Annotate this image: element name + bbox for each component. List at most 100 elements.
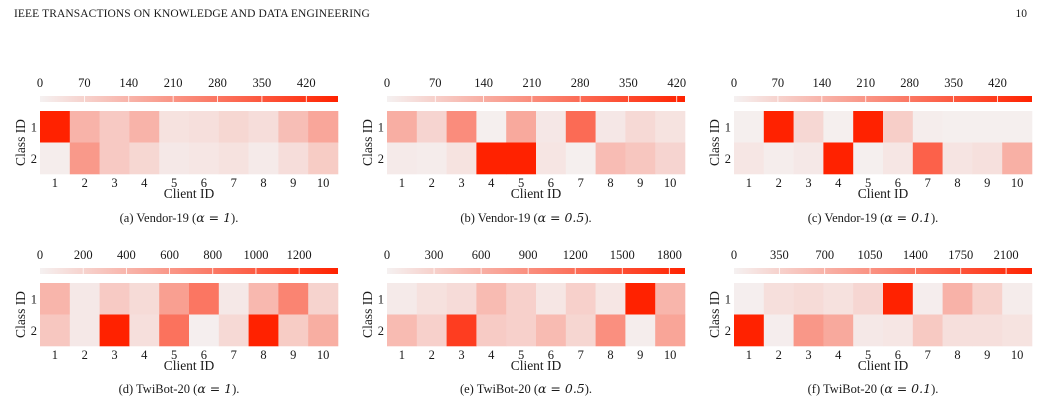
caption-alpha: α = 0.5 [537, 210, 585, 225]
caption-label: (a) Vendor-19 ( [119, 211, 197, 225]
heatmap-cell [416, 111, 447, 143]
heatmap-cell [387, 314, 418, 347]
heatmap-cell [942, 283, 973, 315]
heatmap-cell [1002, 314, 1033, 347]
colorbar-tick-label: 280 [900, 76, 919, 90]
heatmap-cell [189, 283, 220, 315]
x-tick-label: 10 [317, 176, 330, 190]
heatmap-panel-f: 0 350 700 1050 1400 1750 2100 1 2 Class ID 1 2 3 4 5 6 7… [707, 240, 1038, 375]
x-tick-label: 5 [865, 176, 871, 190]
x-tick-label: 5 [518, 176, 524, 190]
x-axis-label: Client ID [511, 186, 562, 201]
caption-alpha: α = 1 [196, 210, 232, 225]
heatmap-cell [1002, 142, 1033, 175]
caption-label: (d) TwiBot-20 ( [118, 382, 198, 396]
x-tick-label: 8 [954, 348, 960, 362]
y-axis-label: Class ID [13, 291, 28, 338]
x-tick-label: 1 [399, 348, 405, 362]
heatmap-cell [536, 142, 567, 175]
heatmap-cell [734, 314, 765, 347]
heatmap-cell [278, 283, 309, 315]
heatmap-cell [248, 111, 279, 143]
heatmap-cell [853, 283, 884, 315]
heatmap-cell [446, 111, 477, 143]
colorbar-tick-label: 1500 [610, 248, 635, 262]
heatmap-cell [308, 111, 339, 143]
colorbar-tick-label: 0 [37, 76, 43, 90]
colorbar-tick-label: 0 [731, 248, 737, 262]
heatmap-cell [99, 111, 130, 143]
heatmap-cell [823, 111, 854, 143]
heatmap-cell [506, 142, 537, 175]
x-tick-label: 9 [637, 176, 643, 190]
heatmap-cell [823, 283, 854, 315]
colorbar-tick-label: 0 [384, 248, 390, 262]
x-tick-label: 4 [488, 348, 495, 362]
caption-label: (e) TwiBot-20 ( [459, 382, 538, 396]
caption-label: (f) TwiBot-20 ( [807, 382, 885, 396]
colorbar-tick-label: 420 [297, 76, 316, 90]
x-tick-label: 8 [260, 348, 266, 362]
heatmap-cell [69, 142, 100, 175]
heatmap-cell [655, 314, 686, 347]
x-tick-label: 1 [746, 348, 752, 362]
x-tick-label: 9 [290, 176, 296, 190]
colorbar-tick-label: 900 [519, 248, 538, 262]
y-axis-label: Class ID [13, 119, 28, 166]
caption-end: ). [232, 382, 240, 396]
x-tick-label: 8 [607, 176, 613, 190]
heatmap-cell [853, 142, 884, 175]
heatmap-cell [69, 283, 100, 315]
x-axis-label: Client ID [164, 186, 215, 201]
subfigure-caption: (c) Vendor-19 (α = 0.1). [708, 210, 1038, 226]
colorbar-tick-label: 350 [944, 76, 963, 90]
heatmap-cell [278, 314, 309, 347]
heatmap-cell [308, 283, 339, 315]
colorbar-tick-label: 420 [667, 76, 686, 90]
y-axis-label: Class ID [360, 291, 375, 338]
heatmap-cell [734, 283, 765, 315]
heatmap-cell [565, 314, 596, 347]
x-tick-label: 7 [231, 348, 237, 362]
colorbar-tick-label: 0 [37, 248, 43, 262]
x-tick-label: 6 [548, 348, 554, 362]
heatmap-cell [278, 142, 309, 175]
subfigure-caption: (e) TwiBot-20 (α = 0.5). [361, 381, 691, 397]
heatmap-cell [248, 283, 279, 315]
heatmap-cell [506, 314, 537, 347]
heatmap-cell [565, 283, 596, 315]
x-tick-label: 7 [578, 176, 584, 190]
y-tick-label: 1 [378, 120, 384, 134]
x-tick-label: 5 [865, 348, 871, 362]
x-tick-label: 3 [458, 348, 464, 362]
colorbar-tick-label: 350 [619, 76, 638, 90]
heatmap-panel-c: 0 70 140 210 280 350 420 1 2 Class ID 1 2 3 4 5 6 7 8 9 10 C… [707, 68, 1038, 203]
caption-end: ). [231, 211, 239, 225]
heatmap-cell [248, 314, 279, 347]
heatmap-cell [416, 142, 447, 175]
colorbar-tick-label: 350 [253, 76, 272, 90]
y-tick-label: 2 [31, 152, 37, 166]
x-tick-label: 2 [82, 348, 88, 362]
x-tick-label: 6 [895, 176, 901, 190]
colorbar-tick-label: 70 [78, 76, 91, 90]
heatmap-cell [536, 111, 567, 143]
y-tick-label: 1 [378, 292, 384, 306]
heatmap-cell [595, 283, 626, 315]
x-tick-label: 8 [954, 176, 960, 190]
heatmap-cell [446, 314, 477, 347]
x-tick-label: 2 [776, 348, 782, 362]
colorbar-tick-label: 1000 [243, 248, 268, 262]
x-tick-label: 9 [290, 348, 296, 362]
heatmap-cell [972, 283, 1003, 315]
x-tick-label: 3 [111, 176, 117, 190]
y-tick-label: 2 [378, 152, 384, 166]
x-tick-label: 7 [578, 348, 584, 362]
x-tick-label: 9 [637, 348, 643, 362]
heatmap-cell [853, 111, 884, 143]
subfigure-caption: (d) TwiBot-20 (α = 1). [14, 381, 344, 397]
heatmap-cell [308, 142, 339, 175]
heatmap-cell [476, 283, 507, 315]
